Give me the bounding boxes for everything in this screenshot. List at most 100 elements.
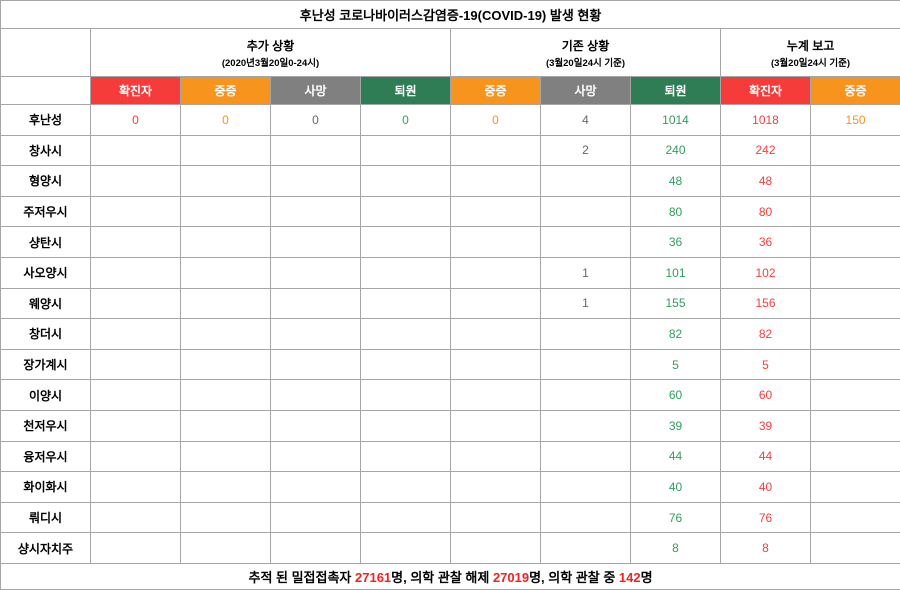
region-label: 웨양시	[0, 287, 91, 320]
value-cell-cur-discharged: 40	[630, 471, 721, 503]
value-cell-cum-confirmed: 76	[720, 501, 811, 534]
value-cell-add-confirmed	[90, 501, 181, 534]
value-cell-add-confirmed	[90, 256, 181, 289]
region-label: 샹시자치주	[0, 532, 91, 564]
value-cell-add-confirmed	[90, 134, 181, 167]
value-cell-add-confirmed	[90, 348, 181, 381]
value-cell-cur-death	[540, 440, 631, 473]
table-row: 창더시 82 82	[0, 318, 900, 350]
value-cell-add-confirmed	[90, 287, 181, 320]
value-cell-add-confirmed	[90, 379, 181, 411]
value-cell-cur-discharged: 1014	[630, 104, 721, 136]
table-row: 화이화시 40 40	[0, 471, 900, 503]
value-cell-cur-death	[540, 226, 631, 258]
value-cell-cur-severe	[450, 165, 541, 197]
value-cell-cum-severe	[809, 134, 900, 167]
value-cell-cur-discharged: 8	[630, 532, 721, 564]
value-cell-cur-death: 4	[540, 104, 631, 136]
value-cell-cum-severe	[809, 287, 900, 320]
value-cell-cur-severe: 0	[450, 104, 541, 136]
footer-row: 추적 된 밀접접촉자 27161명, 의학 관찰 해제 27019명, 의학 관…	[0, 563, 900, 590]
column-header-cum-severe: 중증	[809, 76, 900, 105]
footer-summary: 추적 된 밀접접촉자 27161명, 의학 관찰 해제 27019명, 의학 관…	[0, 563, 900, 590]
value-cell-cur-severe	[450, 195, 541, 228]
value-cell-cur-death	[540, 318, 631, 350]
value-cell-add-discharged	[360, 348, 451, 381]
value-cell-add-confirmed	[90, 471, 181, 503]
value-cell-add-severe	[180, 318, 271, 350]
table-row: 형양시 48 48	[0, 165, 900, 197]
value-cell-cur-discharged: 39	[630, 409, 721, 442]
value-cell-add-discharged	[360, 501, 451, 534]
column-header-row: 확진자 중증 사망 퇴원 중증 사망 퇴원 확진자 중증	[0, 76, 900, 105]
value-cell-cur-discharged: 80	[630, 195, 721, 228]
group-label-additional: 추가 상황	[246, 38, 295, 53]
value-cell-cur-discharged: 36	[630, 226, 721, 258]
value-cell-cum-severe	[809, 256, 900, 289]
value-cell-cur-death	[540, 165, 631, 197]
value-cell-add-severe	[180, 226, 271, 258]
value-cell-add-confirmed	[90, 195, 181, 228]
table-row: 뤄디시 76 76	[0, 501, 900, 534]
value-cell-add-severe	[180, 195, 271, 228]
value-cell-cum-severe	[809, 348, 900, 381]
value-cell-add-severe	[180, 256, 271, 289]
region-label: 후난성	[0, 104, 91, 136]
group-sub-cumulative: (3월20일24시 기준)	[770, 57, 851, 69]
column-header-add-discharged: 퇴원	[360, 76, 451, 105]
value-cell-add-death	[270, 226, 361, 258]
value-cell-cur-severe	[450, 226, 541, 258]
region-label: 주저우시	[0, 195, 91, 228]
value-cell-cum-confirmed: 36	[720, 226, 811, 258]
group-label-existing: 기존 상황	[561, 38, 610, 53]
value-cell-cur-death: 1	[540, 256, 631, 289]
value-cell-add-discharged	[360, 471, 451, 503]
value-cell-cur-discharged: 101	[630, 256, 721, 289]
value-cell-add-death	[270, 318, 361, 350]
value-cell-add-confirmed	[90, 165, 181, 197]
value-cell-add-death	[270, 440, 361, 473]
value-cell-cum-severe	[809, 501, 900, 534]
value-cell-cum-confirmed: 242	[720, 134, 811, 167]
value-cell-add-severe: 0	[180, 104, 271, 136]
value-cell-cum-confirmed: 40	[720, 471, 811, 503]
table-row: 창사시 2 240 242	[0, 134, 900, 167]
region-label: 뤄디시	[0, 501, 91, 534]
group-sub-additional: (2020년3월20일0-24시)	[221, 57, 320, 69]
value-cell-cur-death	[540, 501, 631, 534]
value-cell-cur-discharged: 240	[630, 134, 721, 167]
value-cell-cur-severe	[450, 440, 541, 473]
value-cell-cum-severe	[809, 195, 900, 228]
value-cell-cum-severe	[809, 471, 900, 503]
value-cell-add-confirmed	[90, 318, 181, 350]
value-cell-cum-severe: 150	[809, 104, 900, 136]
value-cell-cur-death	[540, 471, 631, 503]
footer-text: 명, 의학 관찰 해제	[391, 570, 493, 585]
footer-number: 27161	[355, 570, 392, 585]
value-cell-cur-severe	[450, 134, 541, 167]
value-cell-cum-confirmed: 48	[720, 165, 811, 197]
footer-number: 27019	[492, 570, 530, 585]
table-row: 웨양시 1 155 156	[0, 287, 900, 320]
value-cell-add-discharged	[360, 532, 451, 564]
value-cell-add-death	[270, 287, 361, 320]
value-cell-add-confirmed: 0	[90, 104, 181, 136]
value-cell-add-severe	[180, 165, 271, 197]
region-label: 형양시	[0, 165, 91, 197]
value-cell-add-confirmed	[90, 226, 181, 258]
value-cell-cur-severe	[450, 379, 541, 411]
value-cell-cur-death	[540, 379, 631, 411]
value-cell-add-discharged	[360, 409, 451, 442]
value-cell-add-death	[270, 134, 361, 167]
value-cell-add-severe	[180, 532, 271, 564]
table-row: 샹시자치주 8 8	[0, 532, 900, 564]
value-cell-cur-death: 2	[540, 134, 631, 167]
value-cell-cum-severe	[809, 440, 900, 473]
value-cell-cum-confirmed: 1018	[720, 104, 811, 136]
group-label-cumulative: 누계 보고	[786, 38, 835, 53]
value-cell-cum-severe	[809, 409, 900, 442]
corner-cell-2	[0, 76, 91, 105]
value-cell-add-discharged	[360, 440, 451, 473]
value-cell-add-discharged	[360, 195, 451, 228]
value-cell-cur-discharged: 155	[630, 287, 721, 320]
